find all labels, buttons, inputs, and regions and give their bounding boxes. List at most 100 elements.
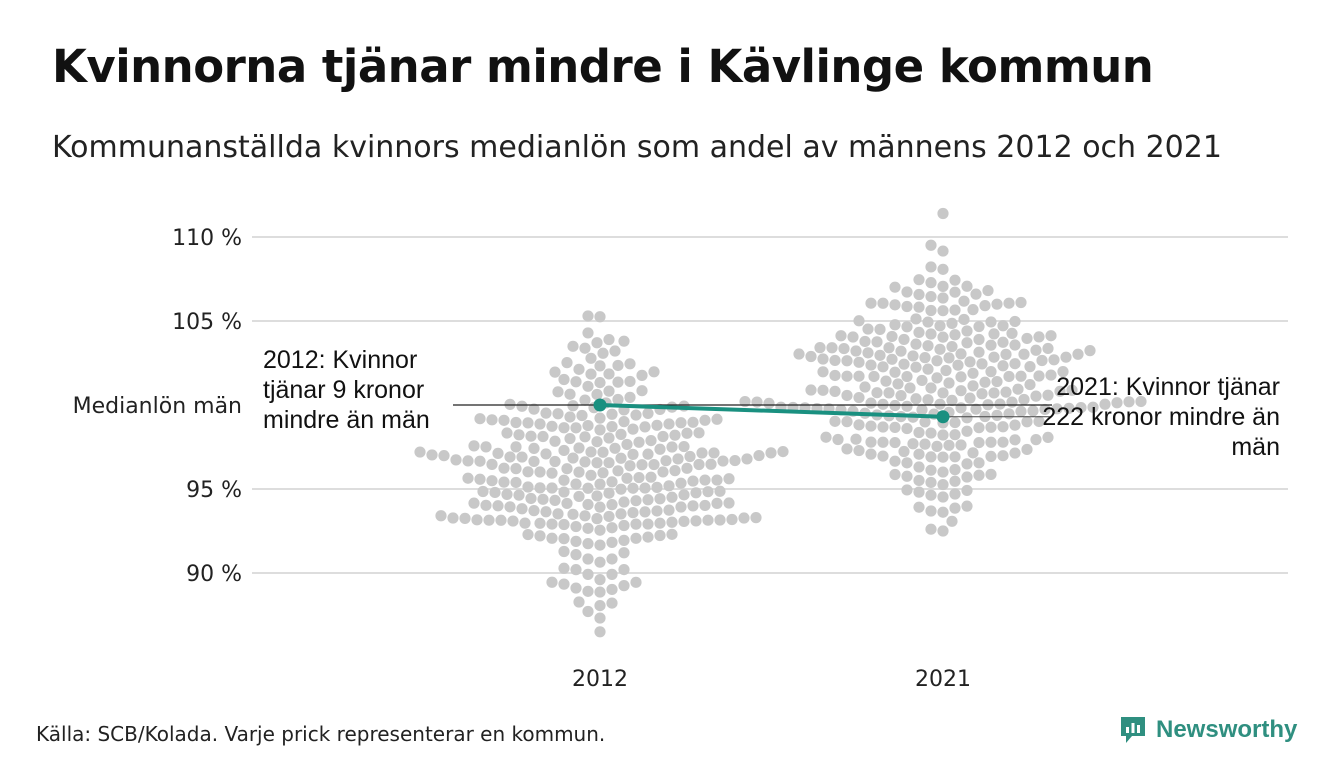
swarm-dot-2012: [648, 458, 660, 471]
swarm-dot-2021: [1006, 327, 1018, 339]
swarm-dot-2021: [916, 404, 928, 416]
swarm-dot-2021: [913, 274, 925, 286]
swarm-dot-2012: [642, 518, 654, 530]
y-tick-label: 90 %: [186, 562, 242, 587]
swarm-dot-2021: [901, 470, 913, 482]
swarm-dot-2012: [474, 455, 486, 467]
swarm-dot-2021: [934, 398, 946, 410]
swarm-dot-2021: [913, 301, 925, 313]
swarm-dot-2021: [883, 342, 895, 354]
swarm-dot-2012: [618, 547, 630, 559]
swarm-dot-2021: [931, 372, 943, 384]
source-note: Källa: SCB/Kolada. Varje prick represent…: [36, 722, 606, 746]
swarm-dot-2012: [585, 469, 597, 481]
swarm-dot-2012: [594, 501, 606, 513]
swarm-dot-2012: [666, 441, 678, 453]
swarm-dot-2012: [696, 447, 708, 459]
swarm-dot-2012: [594, 626, 606, 638]
swarm-dot-2012: [618, 335, 630, 347]
swarm-dot-2021: [1057, 366, 1069, 378]
swarm-dot-2012: [624, 375, 636, 388]
swarm-dot-2012: [534, 466, 546, 478]
swarm-dot-2021: [1033, 331, 1045, 343]
swarm-dot-2012: [528, 455, 540, 468]
swarm-dot-2012: [564, 411, 576, 423]
swarm-dot-2012: [558, 578, 570, 590]
swarm-dot-2021: [1033, 370, 1045, 382]
swarm-dot-2012: [636, 459, 648, 471]
swarm-dot-2012: [462, 455, 474, 467]
swarm-dot-2021: [865, 297, 877, 309]
swarm-dot-2021: [1033, 415, 1045, 428]
swarm-dot-2021: [979, 376, 991, 388]
swarm-dot-2021: [1135, 395, 1147, 408]
swarm-dot-2012: [606, 536, 618, 548]
swarm-dot-2021: [889, 421, 901, 433]
swarm-dot-2021: [1042, 389, 1054, 401]
swarm-dot-2012: [639, 482, 651, 494]
swarm-dot-2021: [952, 359, 964, 371]
swarm-dot-2021: [859, 381, 871, 393]
swarm-dot-2012: [594, 412, 606, 424]
swarm-dot-2021: [1006, 396, 1018, 408]
swarm-dot-2012: [606, 421, 618, 433]
swarm-dot-2021: [1009, 434, 1021, 446]
swarm-dot-2012: [627, 507, 639, 519]
swarm-dot-2012: [666, 516, 678, 528]
swarm-dot-2021: [1072, 348, 1084, 360]
swarm-dot-2021: [865, 397, 877, 409]
swarm-dot-2012: [567, 400, 579, 412]
swarm-dot-2012: [657, 430, 669, 443]
swarm-dot-2021: [913, 448, 925, 460]
swarm-dot-2012: [579, 456, 591, 468]
swarm-dot-2012: [609, 442, 621, 454]
swarm-dot-2021: [889, 366, 901, 378]
swarm-dot-2012: [603, 457, 615, 469]
swarm-dot-2012: [666, 491, 678, 503]
swarm-dot-2012: [561, 463, 573, 475]
swarm-dot-2012: [675, 417, 687, 429]
swarm-dot-2021: [1003, 408, 1015, 420]
swarm-dot-2012: [537, 493, 549, 505]
swarm-dot-2012: [585, 352, 597, 364]
swarm-dot-2021: [901, 286, 913, 298]
swarm-dot-2012: [654, 443, 666, 455]
annotation-2012: 2012: Kvinnor tjänar 9 kronor mindre än …: [263, 346, 430, 434]
swarm-dot-2021: [925, 382, 937, 394]
swarm-dot-2012: [702, 514, 714, 526]
swarm-dot-2021: [820, 431, 832, 443]
swarm-dot-2012: [528, 442, 540, 455]
swarm-dot-2021: [1087, 401, 1099, 413]
swarm-dot-2021: [913, 461, 925, 473]
swarm-dot-2021: [997, 336, 1009, 348]
swarm-dot-2021: [835, 330, 847, 342]
swarm-dot-2012: [594, 376, 606, 389]
swarm-dot-2021: [961, 471, 973, 483]
swarm-dot-2021: [841, 370, 853, 382]
swarm-dot-2021: [1039, 403, 1051, 416]
swarm-dot-2021: [949, 304, 961, 316]
swarm-dot-2021: [961, 337, 973, 349]
swarm-dot-2012: [690, 487, 702, 499]
swarm-dot-2021: [1045, 330, 1057, 342]
highlight-point-2012: [593, 398, 607, 412]
swarm-dot-2012: [576, 409, 588, 422]
swarm-dot-2021: [949, 329, 961, 341]
swarm-dot-2021: [1018, 393, 1030, 406]
swarm-dot-2021: [910, 313, 922, 325]
swarm-dot-2012: [648, 366, 660, 378]
swarm-dot-2021: [1045, 369, 1057, 381]
swarm-dot-2021: [937, 331, 949, 343]
swarm-dot-2021: [973, 333, 985, 346]
swarm-dot-2021: [985, 339, 997, 351]
swarm-dot-2012: [669, 429, 681, 441]
swarm-dot-2012: [570, 564, 582, 576]
swarm-dot-2021: [1021, 443, 1033, 456]
swarm-dot-2012: [558, 444, 570, 457]
swarm-dot-2021: [874, 349, 886, 361]
swarm-dot-2012: [483, 514, 495, 526]
swarm-dot-2012: [570, 478, 582, 490]
swarm-dot-2021: [937, 451, 949, 463]
swarm-dot-2021: [970, 288, 982, 300]
